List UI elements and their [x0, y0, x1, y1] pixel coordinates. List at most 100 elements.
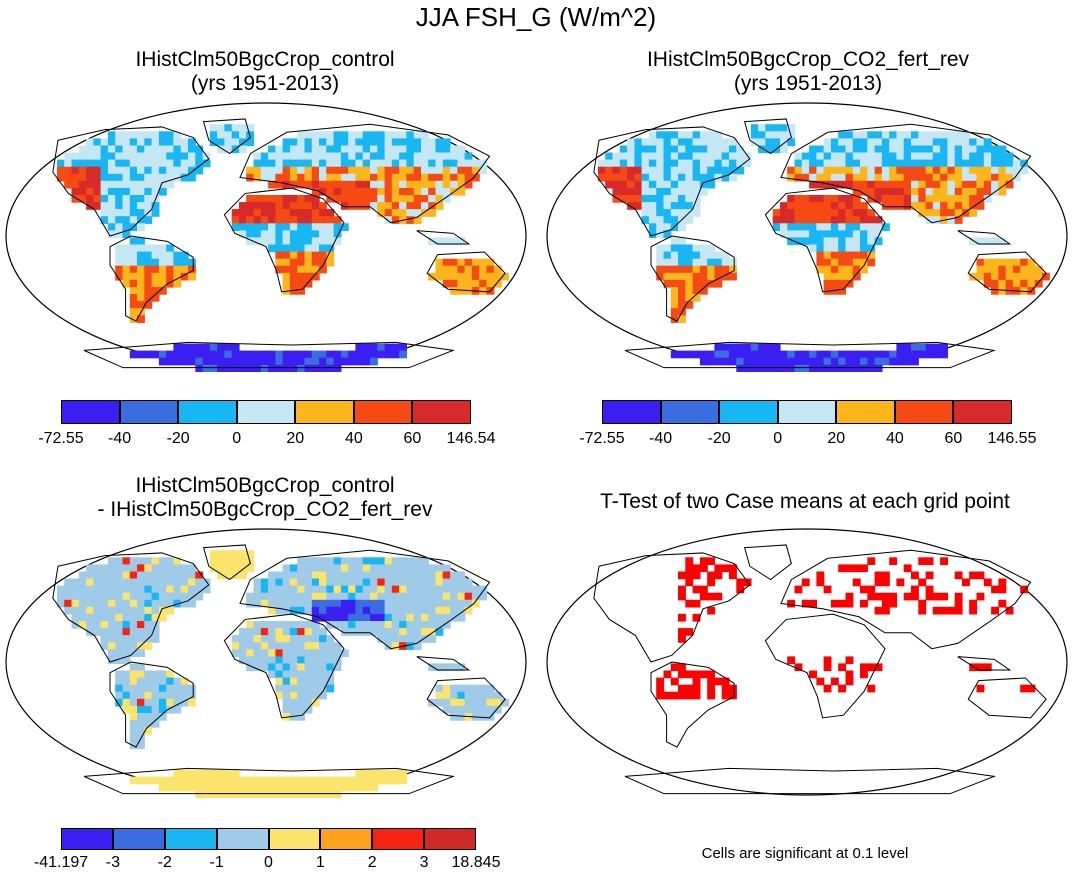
coastline-eurasia [780, 123, 1032, 224]
coastline-australia [967, 251, 1047, 293]
colorbar-swatch [61, 828, 113, 850]
colorbar-swatch [178, 400, 237, 424]
panel-3-title: IHistClm50BgcCrop_control - IHistClm50Bg… [15, 474, 515, 522]
coastline-antarctica [83, 341, 456, 369]
coastline-southAmerica [650, 235, 735, 322]
colorbar-swatch [236, 400, 296, 424]
colorbar-swatch [268, 828, 321, 850]
map-cells [656, 557, 1036, 700]
coastline-africa [764, 187, 886, 293]
map-panel-1 [5, 102, 527, 372]
map-cells [57, 124, 509, 372]
colorbar-swatch [320, 828, 373, 850]
colorbar-swatch [216, 828, 269, 850]
panel-2-title-line2: (yrs 1951-2013) [733, 72, 883, 95]
map-panel-3 [5, 528, 527, 798]
colorbar-tick-label: -72.55 [38, 430, 84, 447]
colorbar-tick-label: -40 [108, 430, 132, 447]
colorbar-swatch [119, 400, 179, 424]
colorbar-swatch [836, 400, 895, 424]
coastline-greenland [743, 544, 792, 581]
colorbar-tick-label: 20 [827, 430, 846, 447]
colorbar-tick-label: 2 [367, 854, 377, 871]
coastline-africa [223, 613, 345, 719]
coastline-eurasia [239, 123, 491, 224]
panel-3-title-line1: IHistClm50BgcCrop_control [135, 474, 395, 497]
colorbar-swatch [424, 828, 476, 850]
coastline-greenland [743, 118, 792, 155]
panel-2-title-line1: IHistClm50BgcCrop_CO2_fert_rev [646, 48, 970, 71]
coastline-southAmerica [650, 661, 735, 748]
colorbar-swatch [719, 400, 778, 424]
colorbar-tick-label: 1 [315, 854, 325, 871]
panel-3-title-line2: - IHistClm50BgcCrop_CO2_fert_rev [97, 498, 433, 521]
coastline-northAmerica [52, 126, 210, 237]
coastline-eurasia [780, 549, 1032, 650]
colorbar-swatch [164, 828, 217, 850]
colorbar-swatch [660, 400, 720, 424]
colorbar-swatch [953, 400, 1012, 424]
colorbar-swatch [353, 400, 413, 424]
coastline-indonesia [416, 230, 471, 245]
colorbar-tick-label: -3 [105, 854, 120, 871]
colorbar-swatch [412, 400, 471, 424]
coastline-greenland [202, 544, 251, 581]
panel-4-title: T-Test of two Case means at each grid po… [540, 490, 1070, 514]
coastline-indonesia [957, 656, 1012, 671]
colorbar-swatch [61, 400, 120, 424]
coastline-australia [967, 677, 1047, 719]
colorbar-tick-label: 146.55 [987, 430, 1037, 447]
colorbar-tick-label: 146.54 [446, 430, 496, 447]
colorbar-3: -41.197 -3 -2 -1 0 1 2 3 18.845 [34, 828, 500, 874]
colorbar-tick-label: -72.55 [579, 430, 625, 447]
colorbar-tick-label: 18.845 [451, 854, 501, 871]
colorbar-tick-label: 60 [944, 430, 963, 447]
coastline-northAmerica [52, 552, 210, 663]
coastline-northAmerica [593, 552, 751, 663]
colorbar-1: -72.55 -40 -20 0 20 40 60 146.54 [38, 400, 495, 452]
coastline-indonesia [957, 230, 1012, 245]
coastline-indonesia [416, 656, 471, 671]
colorbar-swatch [295, 400, 354, 424]
colorbar-tick-label: -1 [209, 854, 224, 871]
colorbar-tick-label: 20 [286, 430, 305, 447]
colorbar-2: -72.55 -40 -20 0 20 40 60 146.55 [579, 400, 1036, 452]
coastline-australia [426, 251, 506, 293]
colorbar-tick-label: -40 [649, 430, 673, 447]
coastline-eurasia [239, 549, 491, 650]
coastline-antarctica [624, 767, 997, 795]
colorbar-tick-label: 0 [773, 430, 783, 447]
colorbar-swatch [112, 828, 165, 850]
panel-1-title: IHistClm50BgcCrop_control (yrs 1951-2013… [15, 48, 515, 96]
coastline-antarctica [83, 767, 456, 795]
map-panel-2 [546, 102, 1068, 372]
colorbar-swatch [372, 828, 425, 850]
colorbar-tick-label: 40 [344, 430, 363, 447]
colorbar-tick-label: 60 [403, 430, 422, 447]
coastline-southAmerica [109, 235, 194, 322]
panel-1-title-line1: IHistClm50BgcCrop_control [135, 48, 395, 71]
map-border [546, 528, 1068, 796]
panel-2-title: IHistClm50BgcCrop_CO2_fert_rev (yrs 1951… [558, 48, 1058, 96]
colorbar-tick-label: -41.197 [33, 854, 89, 871]
colorbar-tick-label: -20 [166, 430, 190, 447]
panel-4-title-line1: T-Test of two Case means at each grid po… [600, 490, 1010, 513]
map-panel-4 [546, 528, 1068, 796]
coastline-northAmerica [593, 126, 751, 237]
colorbar-tick-label: 3 [419, 854, 429, 871]
figure-title: JJA FSH_G (W/m^2) [415, 2, 657, 32]
coastline-australia [426, 677, 506, 719]
coastline-greenland [202, 118, 251, 155]
coastline-africa [223, 187, 345, 293]
colorbar-tick-label: 40 [885, 430, 904, 447]
map-cells [598, 124, 1050, 372]
colorbar-swatch [602, 400, 661, 424]
colorbar-tick-label: -2 [157, 854, 172, 871]
coastline-southAmerica [109, 661, 194, 748]
coastline-africa [764, 613, 886, 719]
colorbar-swatch [777, 400, 837, 424]
colorbar-tick-label: 0 [232, 430, 242, 447]
coastline-antarctica [624, 341, 997, 369]
colorbar-tick-label: -20 [707, 430, 731, 447]
colorbar-tick-label: 0 [264, 854, 273, 871]
